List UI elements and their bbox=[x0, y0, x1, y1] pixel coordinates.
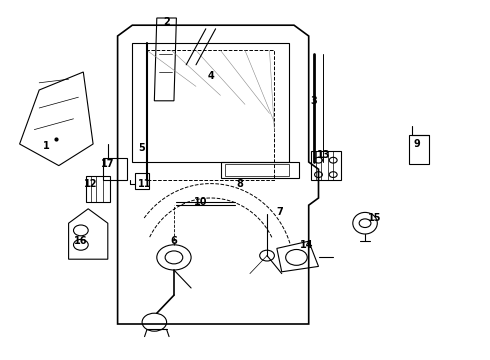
Text: 12: 12 bbox=[84, 179, 98, 189]
Text: 9: 9 bbox=[413, 139, 420, 149]
Text: 4: 4 bbox=[207, 71, 214, 81]
Bar bbox=[220, 162, 299, 178]
Text: 1: 1 bbox=[43, 141, 50, 151]
Text: 10: 10 bbox=[194, 197, 208, 207]
Text: 15: 15 bbox=[368, 213, 382, 223]
Bar bbox=[103, 158, 127, 180]
Text: 2: 2 bbox=[163, 17, 170, 27]
Text: 7: 7 bbox=[276, 207, 283, 217]
Text: 3: 3 bbox=[310, 96, 317, 106]
Text: 5: 5 bbox=[139, 143, 146, 153]
Bar bbox=[225, 164, 289, 176]
Bar bbox=[409, 135, 429, 164]
Text: 16: 16 bbox=[74, 236, 88, 246]
Text: 14: 14 bbox=[299, 240, 313, 250]
Text: 11: 11 bbox=[138, 179, 151, 189]
Text: 13: 13 bbox=[317, 150, 330, 160]
Text: 6: 6 bbox=[171, 236, 177, 246]
Bar bbox=[135, 173, 149, 189]
Text: 17: 17 bbox=[101, 159, 115, 169]
Text: 8: 8 bbox=[237, 179, 244, 189]
